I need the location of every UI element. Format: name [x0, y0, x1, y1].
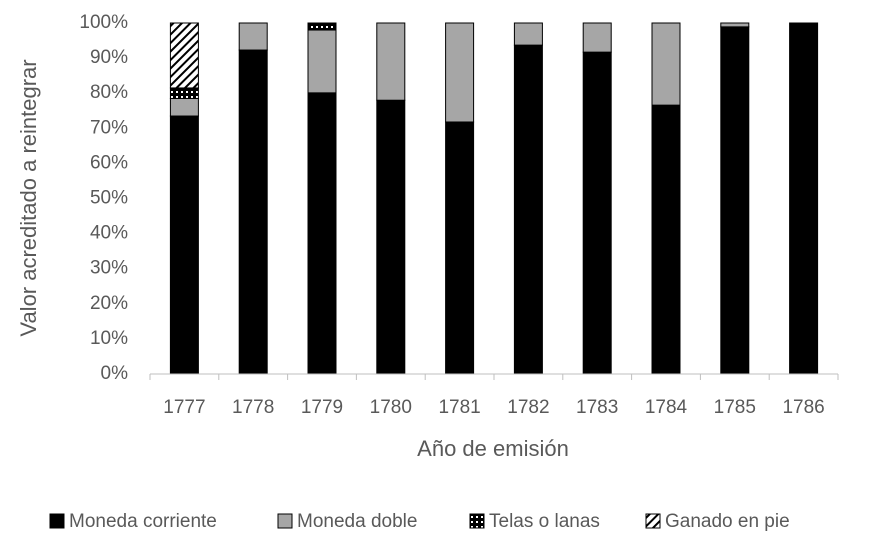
legend-swatch [469, 513, 485, 529]
bar-segment [582, 51, 612, 375]
y-tick-label: 70% [90, 117, 128, 138]
bar-segment [720, 26, 750, 375]
y-tick-label: 100% [79, 12, 128, 33]
y-tick-label: 90% [90, 47, 128, 68]
bar-segment [169, 87, 199, 99]
bar-segment [720, 22, 750, 28]
x-tick-label: 1781 [438, 397, 480, 418]
bar-segment [651, 104, 681, 375]
y-axis-title: Valor acreditado a reintegrar [16, 59, 41, 336]
x-tick-label: 1779 [301, 397, 343, 418]
y-tick-label: 60% [90, 152, 128, 173]
legend-label: Moneda doble [297, 511, 417, 532]
bar-segment [307, 22, 337, 31]
y-tick-label: 10% [90, 328, 128, 349]
x-tick-label: 1782 [507, 397, 549, 418]
x-tick-label: 1778 [232, 397, 274, 418]
bar-segment [445, 22, 475, 123]
legend-label: Moneda corriente [69, 511, 217, 532]
bar-segment [789, 22, 819, 375]
y-tick-label: 80% [90, 82, 128, 103]
bar-segment [169, 22, 199, 89]
y-tick-label: 40% [90, 223, 128, 244]
bar-segment [376, 22, 406, 101]
y-tick-label: 0% [101, 363, 129, 384]
legend-label: Ganado en pie [665, 511, 790, 532]
y-tick-label: 50% [90, 188, 128, 209]
bar-segment [169, 115, 199, 375]
bar-segment [445, 121, 475, 375]
bar-segment [513, 22, 543, 46]
x-axis-title: Año de emisión [417, 436, 569, 461]
bar-segment [513, 44, 543, 375]
bar-segment [169, 97, 199, 117]
x-tick-label: 1780 [370, 397, 412, 418]
x-tick-label: 1783 [576, 397, 618, 418]
bar-segment [307, 29, 337, 94]
x-tick-label: 1785 [714, 397, 756, 418]
x-tick-label: 1786 [782, 397, 824, 418]
bar-segment [651, 22, 681, 106]
x-tick-label: 1777 [163, 397, 205, 418]
bar-segment [238, 49, 268, 375]
y-tick-label: 30% [90, 258, 128, 279]
legend-swatch [277, 513, 293, 529]
legend-swatch [49, 513, 65, 529]
legend-label: Telas o lanas [489, 511, 600, 532]
legend-swatch [645, 513, 661, 529]
y-tick-label: 20% [90, 293, 128, 314]
bar-segment [582, 22, 612, 53]
x-tick-label: 1784 [645, 397, 688, 418]
bar-segment [238, 22, 268, 51]
bar-segment [376, 99, 406, 375]
bar-segment [307, 92, 337, 375]
